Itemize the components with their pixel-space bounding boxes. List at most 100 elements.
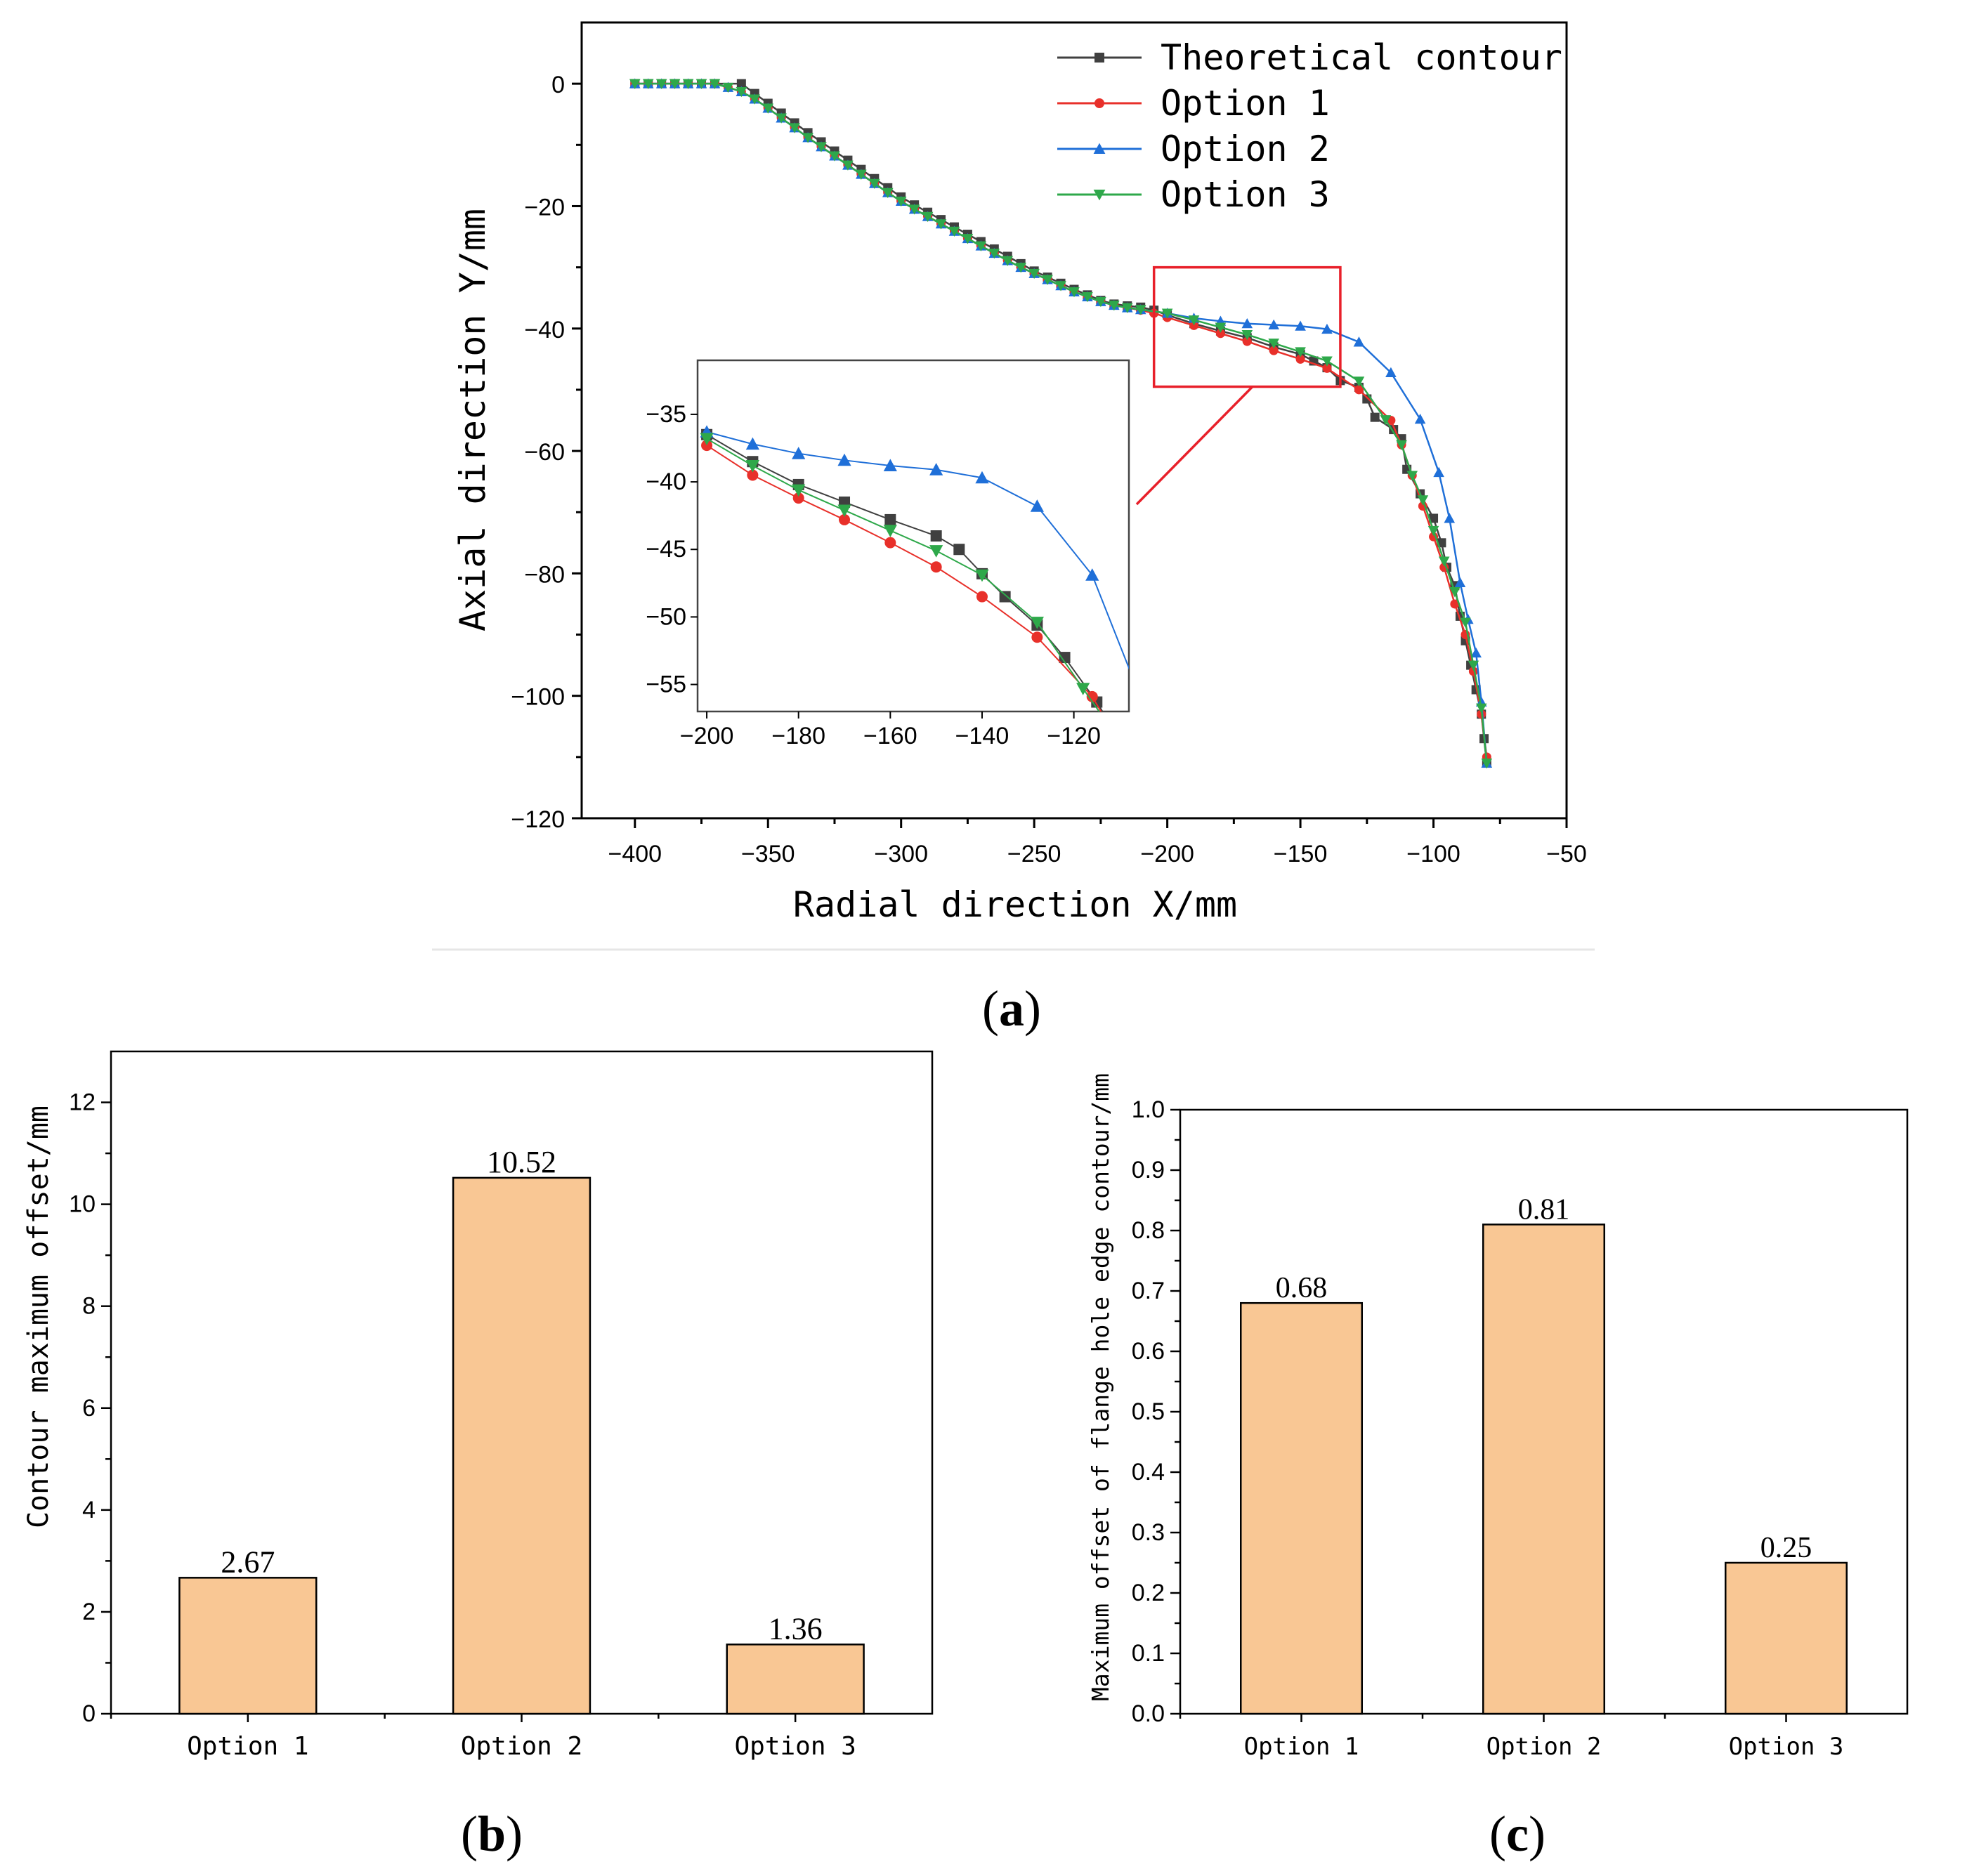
x-tick-label: −300 [874,841,928,867]
bar-option-1 [1240,1301,1363,1715]
data-point-option-2 [1414,413,1426,424]
legend-marker-theoretical-contour [1094,53,1104,63]
data-point-option-3 [1055,281,1066,291]
inset-x-tick-label: −180 [771,723,825,749]
inset-series-line-option-3 [706,438,1100,711]
x-category-label: Option 3 [1729,1733,1844,1761]
data-point-theoretical-contour [1362,394,1372,404]
panel-a-series [629,78,1493,769]
data-point-option-3 [1135,305,1146,315]
bar-option-2 [1482,1224,1605,1715]
data-point-theoretical-contour [1429,513,1439,523]
inset-data-point-option-1 [1031,631,1043,643]
data-point-option-2 [1241,317,1253,329]
data-point-option-3 [1449,587,1460,598]
data-point-option-3 [722,82,734,93]
inset-data-point-option-1 [792,492,804,504]
data-point-theoretical-contour [736,79,746,88]
data-point-option-2 [1321,323,1333,334]
data-point-option-3 [1015,263,1027,273]
data-point-option-3 [776,113,787,124]
y-tick-label: 0 [551,72,565,98]
panel-b-caption: (b) [461,1806,523,1862]
data-point-option-1 [1215,329,1225,339]
data-point-option-3 [1028,268,1040,280]
inset-series-line-option-2 [706,431,1129,670]
inset-data-point-option-1 [884,537,896,549]
data-point-option-3 [709,79,721,89]
panel-c-caption: (c) [1489,1806,1546,1862]
inset-data-point-option-3 [700,433,714,446]
y-tick-label: 10 [69,1191,96,1218]
inset-data-point-option-2 [837,453,851,466]
data-point-option-3 [1109,301,1120,311]
inset-data-point-option-3 [837,504,851,518]
data-point-option-3 [935,219,947,230]
data-point-option-3 [1215,322,1227,333]
y-tick-label: 12 [69,1089,96,1116]
x-tick-label: −100 [1406,841,1460,867]
y-tick-label: 0.3 [1132,1519,1165,1546]
data-point-option-2 [1385,367,1397,378]
data-point-option-1 [1269,346,1279,355]
data-point-option-3 [856,169,867,180]
bar-value-label: 0.68 [1276,1272,1328,1304]
panel-a-axes: −400 −350 −300 −250 −200 −150 −100 −50 0 −20 −40 −6… [511,21,1587,867]
data-point-option-3 [842,160,854,171]
inset-y-tick-label: −50 [646,603,686,630]
panel-a-caption: (a) [982,980,1041,1037]
inset-data-point-option-3 [1076,683,1090,695]
panel-c-bars: 0.68 0.81 0.25 [1240,1193,1848,1715]
data-point-option-3 [1321,356,1333,367]
data-point-option-3 [1241,329,1253,341]
panel-b-axes: 0 2 4 6 8 10 12 Option 1 Option 2 Option 3 [69,1050,934,1761]
data-point-option-1 [1189,320,1199,330]
inset-data-point-option-2 [975,471,989,484]
data-point-option-3 [1438,556,1450,567]
bar-option-3 [1725,1561,1848,1715]
data-point-option-2 [1433,466,1444,478]
inset-data-point-option-1 [1105,722,1116,733]
data-point-option-3 [762,103,774,114]
data-point-option-3 [1161,308,1173,319]
inset-data-point-option-1 [839,513,851,525]
inset-series-line-option-1 [706,445,1102,711]
inset-data-point-option-2 [792,447,806,459]
data-point-option-3 [1095,296,1106,308]
inset-y-tick-label: −55 [646,671,686,698]
data-point-option-1 [1295,354,1305,364]
data-point-option-3 [1121,303,1133,313]
data-point-option-1 [1450,599,1460,609]
zoom-connector [1135,386,1254,506]
bar-value-label: 10.52 [487,1145,556,1179]
data-point-theoretical-contour [1370,412,1380,422]
data-point-option-3 [1353,376,1365,387]
data-point-option-3 [1380,415,1392,426]
inset-data-point-option-2 [745,437,759,450]
inset-frame [696,359,1130,713]
y-tick-label: −60 [524,439,565,466]
data-point-option-3 [1188,315,1200,326]
panel-a-line-chart: −400 −350 −300 −250 −200 −150 −100 −50 0 −20 −40 −6… [452,21,1587,925]
y-tick-label: 0.2 [1132,1580,1165,1606]
x-tick-label: −200 [1140,841,1194,867]
inset-y-tick-label: −45 [646,536,686,563]
plot-frame [580,21,1568,820]
data-point-option-3 [1082,291,1093,303]
panel-a-zoom-indicator [1135,265,1342,506]
data-point-option-2 [1444,513,1456,523]
data-point-option-3 [988,249,1000,259]
panel-a-legend: Theoretical contour Option 1 Option 2 Optio… [1057,37,1562,215]
inset-x-tick-label: −120 [1047,723,1101,749]
y-tick-label: 0.5 [1132,1398,1165,1425]
data-point-option-3 [1069,287,1080,298]
y-tick-label: 0.1 [1132,1640,1165,1667]
inset-data-point-option-3 [1104,722,1117,735]
x-category-label: Option 2 [461,1732,582,1761]
y-tick-label: −40 [524,317,565,343]
y-tick-label: 0 [82,1700,96,1727]
panel-a-y-axis-label: Axial direction Y/mm [452,209,493,631]
data-point-option-3 [816,142,827,152]
data-point-option-3 [682,79,694,89]
inset-x-tick-label: −160 [863,723,917,749]
